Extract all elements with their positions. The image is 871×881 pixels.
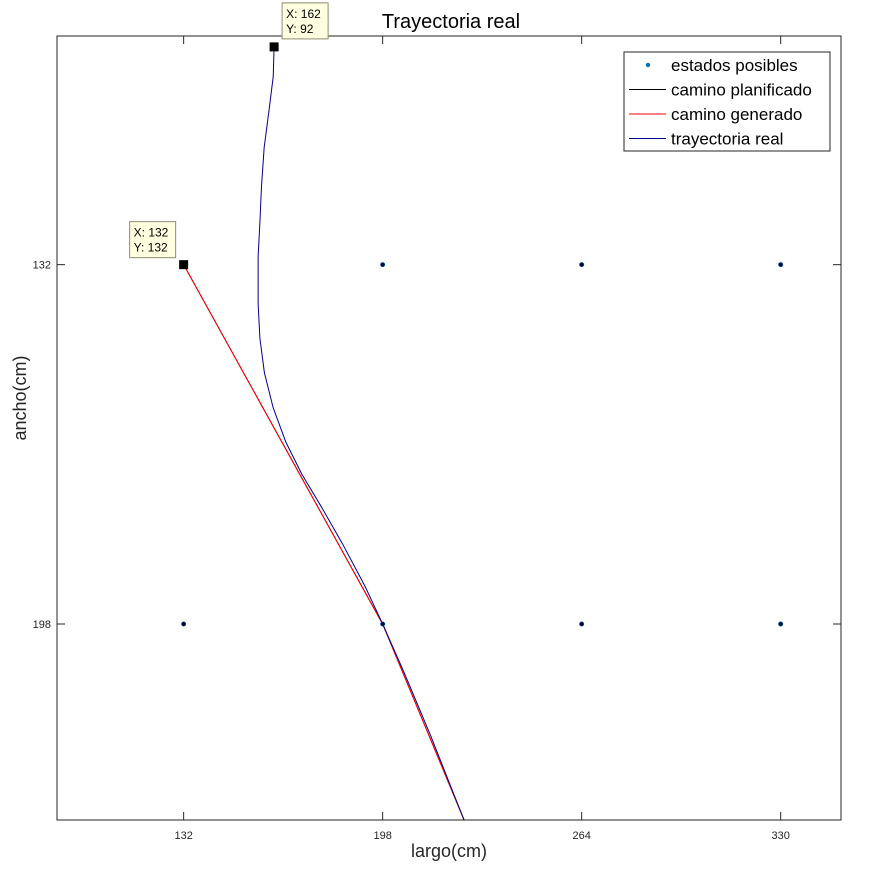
point-estados-posibles [778,262,784,268]
point-estados-posibles [380,262,386,268]
datatip-box [281,2,329,40]
legend-swatch-estados-posibles [645,62,651,68]
legend-label-camino-generado: camino generado [671,105,802,124]
x-axis-ticks: 132 198 264 330 [174,36,790,842]
datatip-y-text: Y: 92 [286,22,314,36]
chart-title: Trayectoria real [382,11,520,33]
point-estados-posibles [778,621,784,627]
x-tick-label: 198 [373,830,391,842]
point-estados-posibles [579,262,585,268]
datatip-marker[interactable] [269,42,279,52]
datatip-x-text: X: 162 [286,7,321,21]
legend: estados posibles camino planificado camino… [623,51,831,152]
legend-label-trayectoria-real: trayectoria real [671,130,783,149]
x-tick-label: 330 [772,830,790,842]
legend-label-camino-planificado: camino planificado [671,81,812,100]
series-layer [181,46,784,821]
y-axis-label: ancho(cm) [10,355,30,440]
legend-item-estados-posibles: estados posibles [645,56,798,75]
y-tick-label: 198 [33,619,51,631]
legend-item-trayectoria-real: trayectoria real [629,130,783,149]
legend-label-estados-posibles: estados posibles [671,56,798,75]
y-tick-label: 132 [33,260,51,272]
datatip-box [129,221,177,259]
x-tick-label: 132 [174,830,192,842]
y-axis-ticks: 132 198 [33,260,841,631]
legend-item-camino-planificado: camino planificado [629,81,812,100]
datatip-x-text: X: 132 [134,226,169,240]
x-tick-label: 264 [572,830,590,842]
point-estados-posibles [380,621,386,627]
series-line-trayectoria-real [257,46,465,821]
datatip-marker[interactable] [179,260,189,270]
legend-box [623,51,831,152]
plot-area [56,35,842,821]
point-estados-posibles [579,621,585,627]
datatip-y-text: Y: 132 [134,241,168,255]
x-axis-label: largo(cm) [411,841,487,861]
legend-item-camino-generado: camino generado [629,105,802,124]
point-estados-posibles [181,621,187,627]
